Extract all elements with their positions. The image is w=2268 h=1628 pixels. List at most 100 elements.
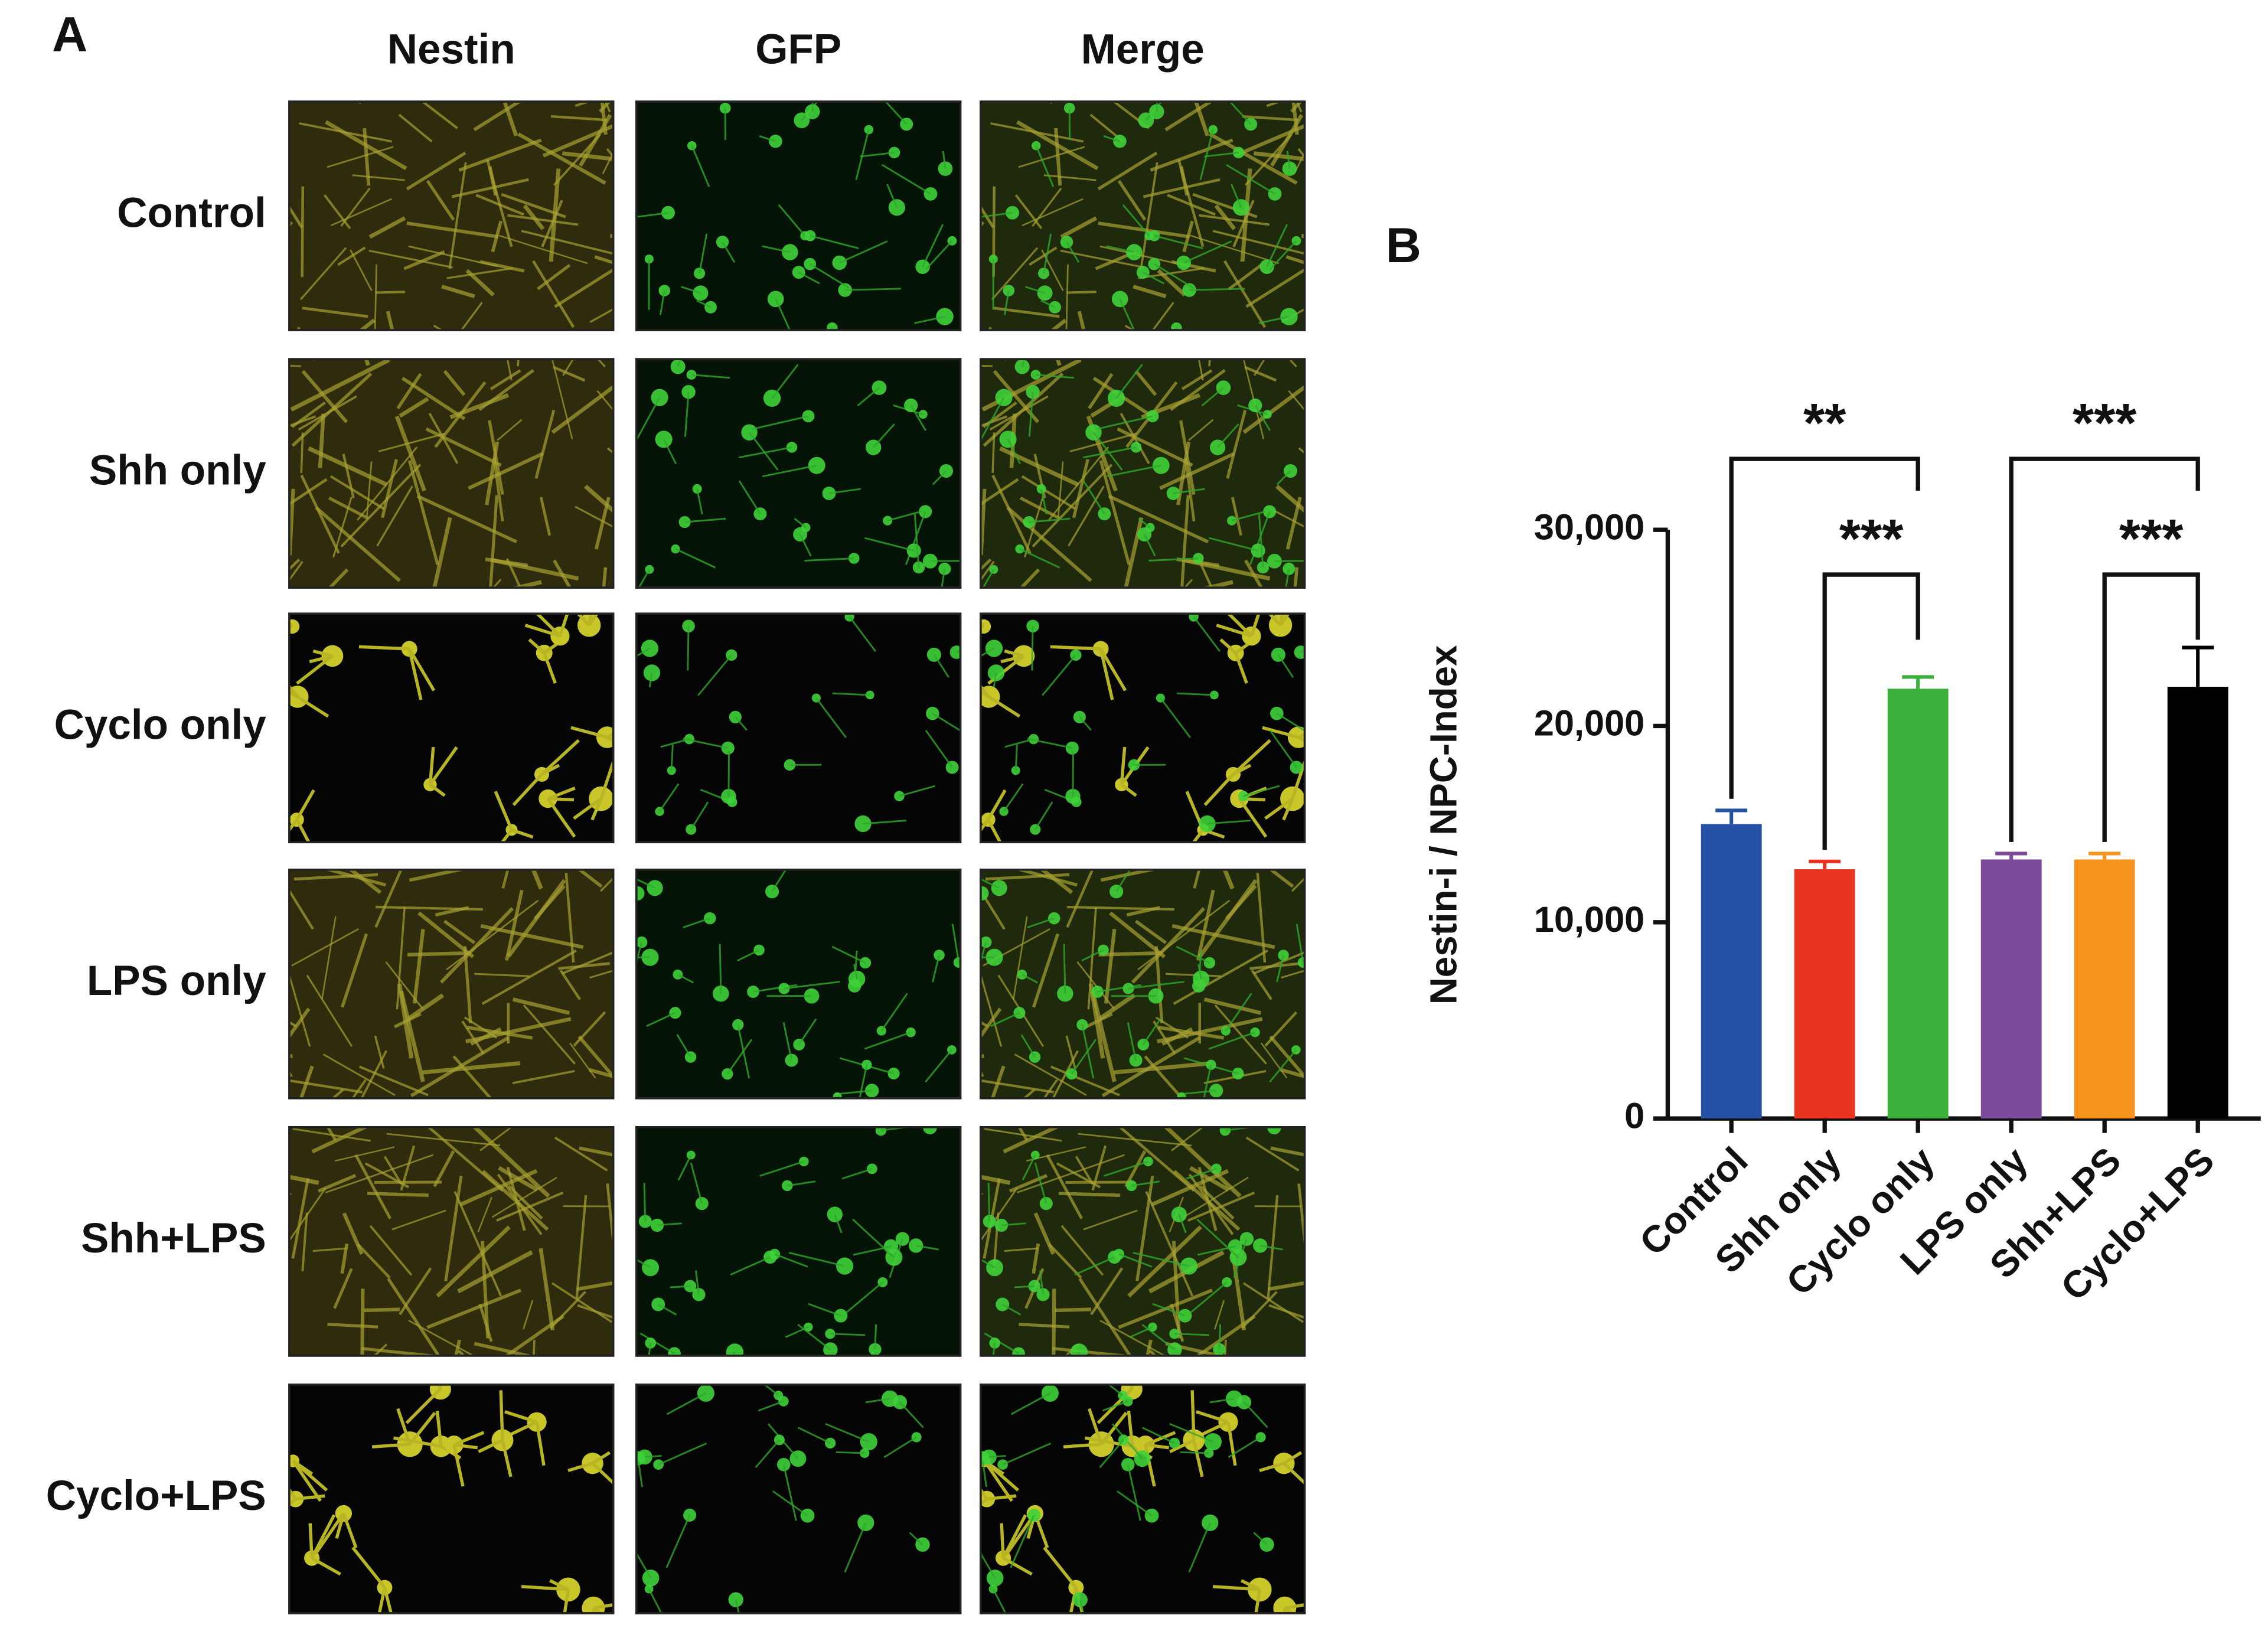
gfp-process <box>1029 517 1071 523</box>
gfp-process <box>929 1127 933 1128</box>
gfp-cell <box>888 146 900 159</box>
cell-process <box>549 1579 569 1591</box>
fiber <box>363 1307 400 1313</box>
fiber <box>1085 1012 1113 1029</box>
fiber <box>575 1195 588 1299</box>
fiber <box>410 1036 510 1098</box>
gfp-process <box>855 129 870 180</box>
gfp-process <box>774 1253 808 1268</box>
fiber <box>293 873 378 881</box>
gfp-process <box>648 1343 652 1356</box>
gfp-cell <box>906 1027 916 1038</box>
fiber <box>991 474 1032 554</box>
micrograph-border <box>288 1126 615 1357</box>
gfp-cell <box>1148 1322 1157 1332</box>
fiber <box>443 370 466 396</box>
gfp-process <box>1104 1160 1148 1177</box>
fiber <box>1197 558 1213 588</box>
gfp-process <box>681 286 701 294</box>
gfp-process <box>1001 1303 1022 1316</box>
gfp-process <box>1176 945 1210 964</box>
fiber <box>577 1304 613 1319</box>
gfp-process <box>984 1332 1019 1355</box>
fiber <box>306 974 353 1047</box>
fiber <box>599 102 612 113</box>
gfp-process <box>1141 1324 1176 1350</box>
fiber <box>498 234 588 265</box>
fiber <box>474 973 530 977</box>
cell-process <box>452 1444 465 1487</box>
fiber <box>1066 905 1174 911</box>
fiber <box>448 162 467 269</box>
cell-process <box>1192 828 1205 843</box>
gfp-process <box>762 464 817 478</box>
gfp-process <box>930 560 961 562</box>
cell-process <box>1002 1557 1033 1576</box>
micrograph-border <box>980 358 1306 589</box>
fiber <box>980 488 987 556</box>
fiber <box>408 1320 475 1356</box>
gfp-process <box>1186 1167 1217 1180</box>
micrograph-background <box>980 614 1305 843</box>
gfp-cell <box>849 553 860 564</box>
gfp-process <box>690 801 709 830</box>
fiber <box>1077 311 1086 331</box>
fiber <box>329 475 385 510</box>
row-label: Shh+LPS <box>81 1215 266 1262</box>
gfp-cell <box>1250 1027 1260 1038</box>
cell-process <box>295 818 311 843</box>
fiber <box>378 432 445 452</box>
fiber <box>553 366 586 382</box>
fiber <box>374 869 403 928</box>
fiber <box>291 372 373 447</box>
fiber <box>1032 187 1062 227</box>
cell-process <box>351 1547 386 1589</box>
gfp-process <box>925 729 953 768</box>
gfp-cell <box>980 936 992 948</box>
fiber <box>1090 1267 1124 1316</box>
cell-process <box>296 695 329 718</box>
cell-process <box>573 797 602 820</box>
gfp-process <box>1079 1599 1084 1613</box>
fiber <box>480 924 584 950</box>
fiber <box>323 194 351 230</box>
gfp-process <box>696 488 703 515</box>
fiber <box>531 869 543 890</box>
fiber <box>492 458 504 522</box>
fiber <box>523 1300 534 1330</box>
cell-process <box>1192 1440 1204 1477</box>
fiber <box>308 446 388 487</box>
gfp-process <box>1074 1256 1115 1276</box>
gfp-process <box>1266 224 1288 267</box>
gfp-process <box>1128 981 1184 990</box>
fiber <box>1285 255 1305 265</box>
cell-process <box>980 684 990 698</box>
gfp-cell <box>1037 285 1053 301</box>
cell-process <box>1145 1443 1169 1450</box>
cell-process <box>987 789 1007 821</box>
gfp-process <box>748 432 779 471</box>
gfp-process <box>834 1214 843 1234</box>
fiber <box>1280 1068 1305 1079</box>
gfp-cell <box>1259 259 1274 274</box>
gfp-process <box>1225 164 1275 195</box>
fiber <box>289 488 295 556</box>
gfp-cell <box>763 389 781 407</box>
gfp-process <box>735 716 748 731</box>
fiber <box>1099 460 1131 566</box>
fiber <box>1014 1053 1087 1096</box>
fiber <box>1268 1281 1305 1291</box>
cell-process <box>429 746 458 786</box>
fiber <box>1171 924 1275 950</box>
fiber <box>983 372 1064 447</box>
gfp-cell <box>827 322 838 331</box>
gfp-process <box>909 1532 923 1545</box>
gfp-process <box>990 1012 1020 1027</box>
cell-process <box>1043 1547 1078 1589</box>
fiber <box>1006 506 1092 582</box>
gfp-cell <box>645 1337 656 1349</box>
cell-process <box>1249 614 1261 637</box>
gfp-cell <box>641 948 659 966</box>
micrograph <box>289 102 613 331</box>
fiber <box>1281 308 1305 323</box>
